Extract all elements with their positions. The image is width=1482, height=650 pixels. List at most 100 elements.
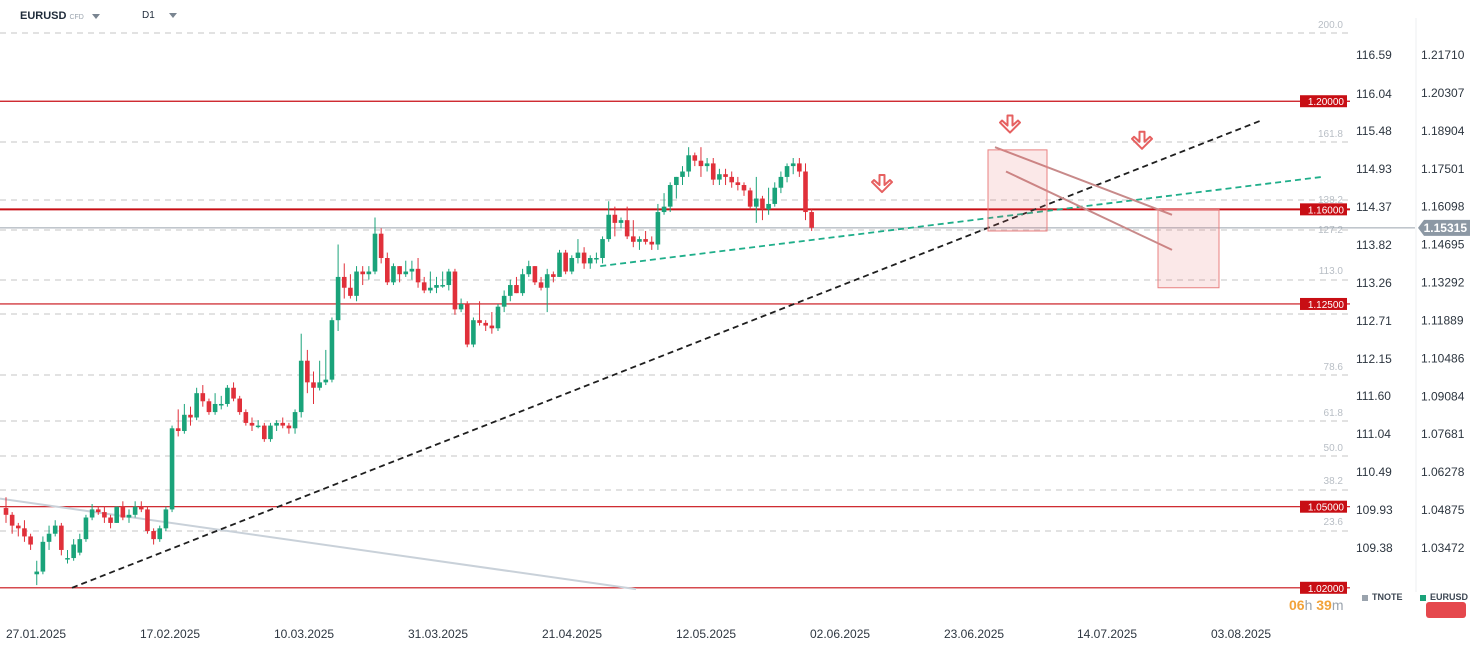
trendline-green xyxy=(600,176,1323,268)
candle-body xyxy=(182,414,187,432)
candle-body xyxy=(243,412,249,423)
right-axis-tick: 1.20307 xyxy=(1421,86,1465,100)
candle-body xyxy=(600,239,605,259)
fib-label: 127.2 xyxy=(1318,225,1343,236)
x-axis-tick: 12.05.2025 xyxy=(676,627,736,641)
candle-body xyxy=(292,412,298,429)
candle-body xyxy=(698,160,704,167)
left-axis-tick: 115.48 xyxy=(1356,124,1392,138)
candle-body xyxy=(391,266,396,283)
candle-body xyxy=(717,174,722,180)
right-axis-tick: 1.11889 xyxy=(1421,313,1464,327)
horizontal-levels: 1.20000 1.16000 1.12500 1.05000 1.02000 xyxy=(0,95,1415,595)
timeframe-selector[interactable]: D1 xyxy=(142,10,177,21)
candle-countdown: 06h 39m xyxy=(1289,597,1344,613)
candle-body xyxy=(175,428,181,432)
candle-body xyxy=(778,176,784,188)
candle-body xyxy=(415,268,421,283)
candle-body xyxy=(440,285,445,287)
candle-body xyxy=(348,287,353,296)
candle-body xyxy=(704,163,710,167)
candle-body xyxy=(218,403,224,406)
candle-body xyxy=(40,541,46,572)
left-axis-tick: 109.38 xyxy=(1356,541,1393,555)
right-axis-tick: 1.06278 xyxy=(1421,465,1465,479)
right-axis-tick: 1.10486 xyxy=(1421,351,1465,365)
candle-body xyxy=(341,276,347,288)
countdown-hours: 06 xyxy=(1289,597,1305,613)
right-axis-tick: 1.14695 xyxy=(1421,238,1465,252)
fib-label: 113.0 xyxy=(1319,266,1344,277)
level-label: 1.02000 xyxy=(1308,584,1345,595)
legend-eurusd[interactable]: EURUSD xyxy=(1420,592,1468,602)
candle-body xyxy=(483,322,488,326)
candle-body xyxy=(649,241,655,245)
candle-body xyxy=(612,214,618,223)
candle-body xyxy=(237,398,242,413)
candle-body xyxy=(754,198,759,207)
candle-body xyxy=(280,422,286,426)
candle-body xyxy=(22,528,27,537)
left-axis-tick: 112.71 xyxy=(1356,314,1392,328)
candles xyxy=(3,147,814,586)
x-axis-tick: 10.03.2025 xyxy=(274,627,334,641)
countdown-hours-unit: h xyxy=(1304,597,1313,613)
x-axis-tick: 27.01.2025 xyxy=(6,627,66,641)
fib-label: 38.2 xyxy=(1324,476,1344,487)
level-label: 1.05000 xyxy=(1308,503,1345,514)
candle-body xyxy=(385,258,390,283)
chevron-down-icon xyxy=(91,13,100,19)
candle-body xyxy=(323,379,329,383)
candle-body xyxy=(83,517,89,540)
down-arrow-icon xyxy=(1131,130,1153,150)
candle-body xyxy=(298,360,304,413)
candle-body xyxy=(446,271,452,286)
candle-body xyxy=(587,258,593,264)
candle-body xyxy=(637,239,642,242)
candle-body xyxy=(225,387,230,404)
candle-body xyxy=(643,239,648,242)
left-axis-tick: 114.93 xyxy=(1356,162,1392,176)
candle-body xyxy=(145,509,150,532)
candle-body xyxy=(52,525,58,534)
candle-body xyxy=(471,320,476,345)
level-label: 1.16000 xyxy=(1308,205,1345,216)
level-label: 1.20000 xyxy=(1308,97,1345,108)
right-axis-tick: 1.09084 xyxy=(1421,389,1465,403)
left-axis-tick: 113.26 xyxy=(1356,276,1392,290)
trendline-support xyxy=(71,119,1263,589)
candle-body xyxy=(231,387,236,399)
trade-button[interactable] xyxy=(1426,602,1466,618)
candle-body xyxy=(268,425,273,440)
candle-body xyxy=(538,282,544,288)
axes: 116.59 116.04 115.48 114.93 114.37 113.82 113.… xyxy=(6,18,1470,641)
symbol-selector[interactable]: EURUSD CFD xyxy=(20,10,100,22)
right-axis-tick: 1.04875 xyxy=(1421,503,1465,517)
candle-body xyxy=(372,233,378,272)
legend-tnote[interactable]: TNOTE xyxy=(1362,592,1403,602)
candle-body xyxy=(686,155,691,172)
candle-body xyxy=(378,233,384,259)
left-axis-tick: 110.49 xyxy=(1356,465,1392,479)
fib-label: 61.8 xyxy=(1324,408,1344,419)
x-axis-tick: 31.03.2025 xyxy=(408,627,468,641)
arrows xyxy=(871,114,1153,194)
candle-body xyxy=(735,182,741,186)
candle-body xyxy=(581,252,587,264)
fib-label: 50.0 xyxy=(1324,443,1344,454)
candle-body xyxy=(464,303,470,345)
candle-body xyxy=(114,506,119,523)
candle-body xyxy=(452,271,458,310)
candle-body xyxy=(102,512,107,518)
candle-body xyxy=(274,422,279,426)
timeframe-label: D1 xyxy=(142,10,155,21)
candle-body xyxy=(46,533,52,542)
candle-body xyxy=(59,525,64,550)
candle-body xyxy=(790,163,796,167)
candle-body xyxy=(520,274,525,294)
candle-body xyxy=(680,171,685,177)
fib-grid: 200.0 161.8 138.2 127.2 113.0 78.6 61.8 50.0 38.… xyxy=(0,20,1350,532)
right-axis-tick: 1.21710 xyxy=(1421,48,1465,62)
down-arrow-icon xyxy=(871,174,893,194)
